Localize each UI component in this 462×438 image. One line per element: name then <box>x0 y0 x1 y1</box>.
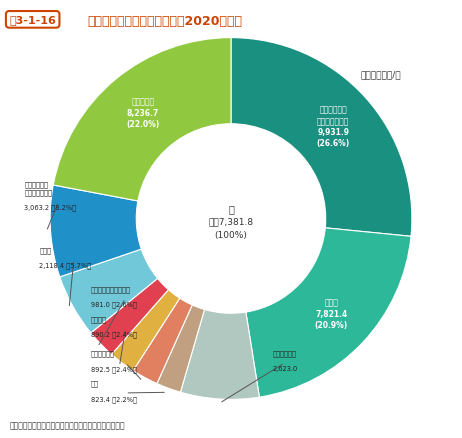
Wedge shape <box>50 186 141 277</box>
Text: 窯業・土石製品製造業: 窯業・土石製品製造業 <box>91 286 131 292</box>
Wedge shape <box>157 305 205 392</box>
Text: 農業、林業
8,236.7
(22.0%): 農業、林業 8,236.7 (22.0%) <box>127 98 160 129</box>
Text: 2,623.0: 2,623.0 <box>272 365 298 371</box>
Text: 823.4 （2.2%）: 823.4 （2.2%） <box>91 395 137 402</box>
Text: 3,063.2 （8.2%）: 3,063.2 （8.2%） <box>24 204 76 211</box>
Wedge shape <box>60 250 158 333</box>
Wedge shape <box>111 290 180 371</box>
Text: 資料：環境省「産業廃棄物排出・処理状況調査報告書」: 資料：環境省「産業廃棄物排出・処理状況調査報告書」 <box>9 420 125 429</box>
Text: (100%): (100%) <box>214 231 248 240</box>
Text: 単位：万トン/年: 単位：万トン/年 <box>360 70 401 79</box>
Text: 食料品製造業: 食料品製造業 <box>91 350 115 357</box>
Wedge shape <box>91 279 169 354</box>
Text: 鉱業: 鉱業 <box>91 380 99 387</box>
Text: 890.2 （2.4%）: 890.2 （2.4%） <box>91 331 137 337</box>
Text: 建設業
7,821.4
(20.9%): 建設業 7,821.4 (20.9%) <box>315 298 348 329</box>
Text: 892.5 （2.4%）: 892.5 （2.4%） <box>91 365 137 372</box>
Text: 図3-1-16: 図3-1-16 <box>9 15 56 25</box>
Wedge shape <box>133 299 192 384</box>
Wedge shape <box>246 228 411 397</box>
Text: 鉄鋼業: 鉄鋼業 <box>39 247 51 253</box>
Text: 電気・ガス・
熱供給・水道業
9,931.9
(26.6%): 電気・ガス・ 熱供給・水道業 9,931.9 (26.6%) <box>316 106 350 148</box>
Text: 981.0 （2.6%）: 981.0 （2.6%） <box>91 300 137 307</box>
Wedge shape <box>181 310 259 399</box>
Wedge shape <box>231 39 412 237</box>
Text: 計: 計 <box>228 203 234 213</box>
Text: 2,118.4 （5.7%）: 2,118.4 （5.7%） <box>39 262 91 268</box>
Text: ３億7,381.8: ３億7,381.8 <box>208 217 254 226</box>
Text: その他の業種: その他の業種 <box>273 350 297 357</box>
Text: 産業廃棄物の業種別排出量（2020年度）: 産業廃棄物の業種別排出量（2020年度） <box>88 15 243 28</box>
Wedge shape <box>53 39 231 201</box>
Text: パルプ・紙・
紙加工品製造業: パルプ・紙・ 紙加工品製造業 <box>24 181 52 195</box>
Text: 化学工業: 化学工業 <box>91 315 107 322</box>
